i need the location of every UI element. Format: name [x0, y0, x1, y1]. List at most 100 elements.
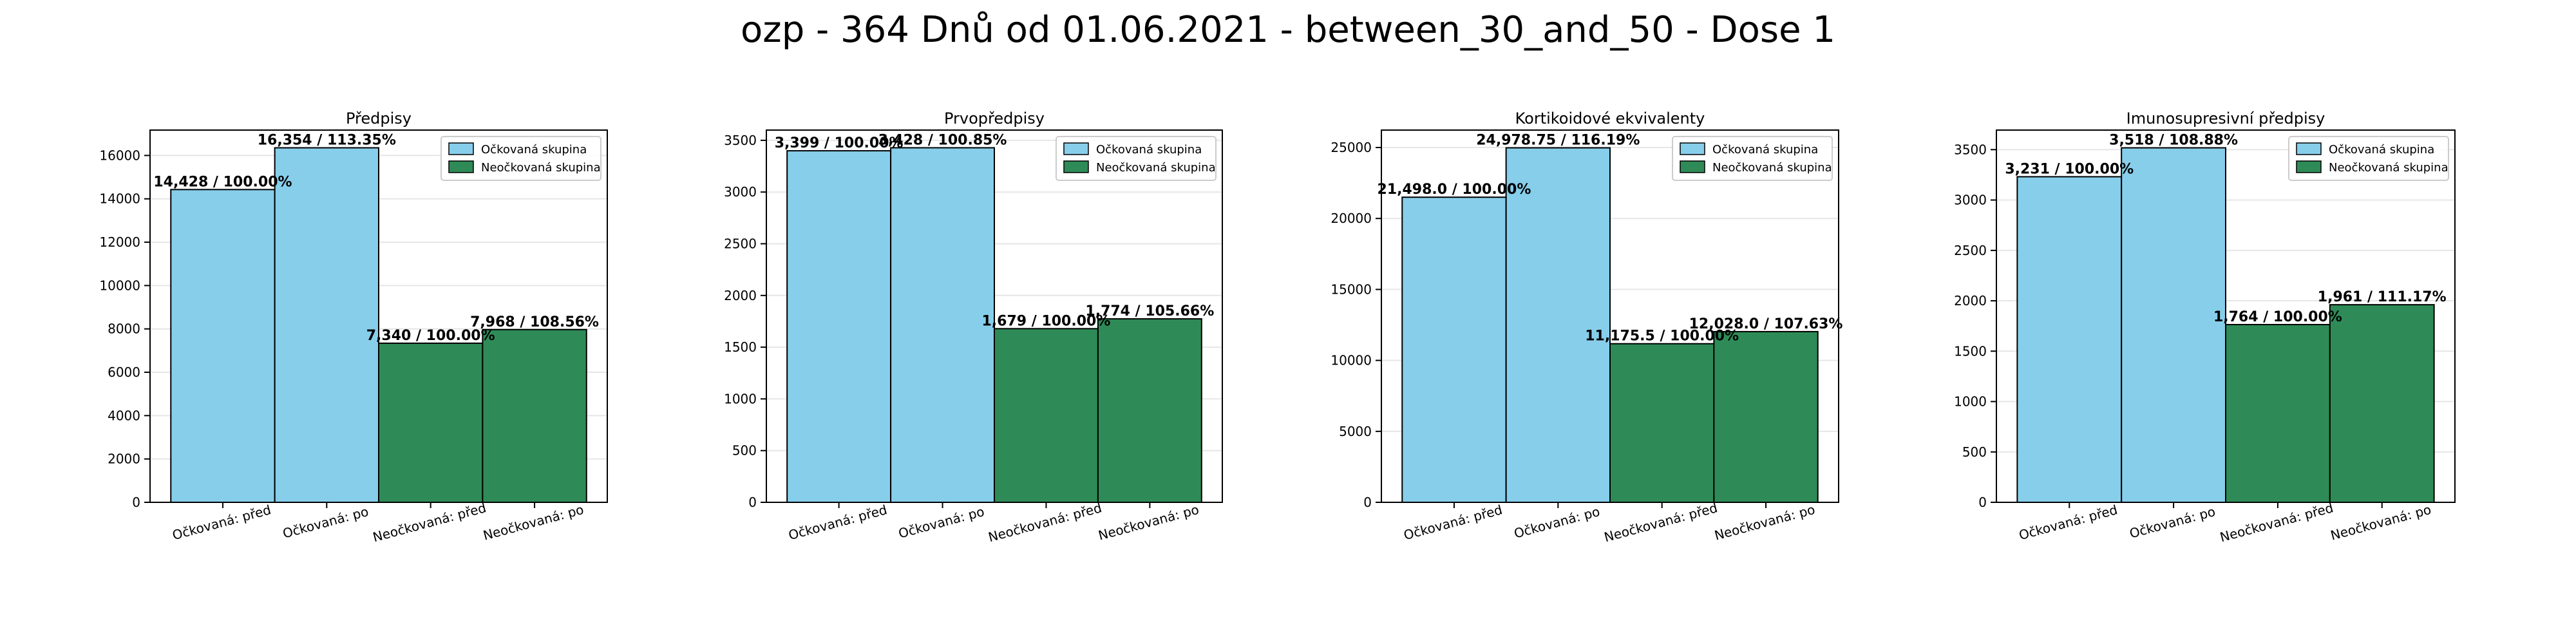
bar	[2329, 304, 2435, 503]
chart-title: Kortikoidové ekvivalenty	[1515, 109, 1705, 128]
data-label: 1,774 / 105.66%	[1085, 303, 1214, 319]
data-label: 1,764 / 100.00%	[2213, 309, 2342, 325]
y-tick-label: 1500	[724, 339, 757, 355]
y-tick-label: 500	[1962, 444, 1987, 460]
x-tick-label: Očkovaná: po	[897, 504, 986, 542]
bar	[1505, 147, 1611, 503]
data-label: 7,340 / 100.00%	[366, 328, 495, 344]
legend-label: Neočkovaná skupina	[481, 161, 601, 175]
axes-frame	[1996, 129, 2456, 503]
y-tick-label: 2500	[1954, 243, 1987, 258]
legend-label: Neočkovaná skupina	[2329, 161, 2448, 175]
bar	[378, 342, 484, 504]
bar	[1609, 343, 1715, 503]
y-tick-label: 0	[132, 495, 140, 510]
legend-swatch	[1063, 142, 1089, 155]
data-label: 16,354 / 113.35%	[258, 133, 396, 149]
y-tick-label: 6000	[108, 365, 140, 380]
bar	[1097, 318, 1202, 503]
legend-label: Očkovaná skupina	[1096, 143, 1202, 156]
y-tick-label: 12000	[99, 234, 140, 250]
data-label: 1,961 / 111.17%	[2318, 289, 2447, 305]
bar	[482, 328, 587, 503]
x-tick-label: Neočkovaná: před	[2218, 500, 2334, 545]
x-tick-label: Očkovaná: před	[787, 502, 889, 543]
legend-swatch	[448, 142, 474, 155]
legend-box	[440, 136, 601, 181]
y-tick-label: 1000	[1954, 394, 1987, 410]
y-tick-label: 0	[1363, 495, 1372, 510]
chart-title: Imunosupresivní předpisy	[2126, 109, 2325, 128]
bar	[1713, 330, 1819, 503]
chart-title: Prvopředpisy	[944, 109, 1045, 128]
y-tick-label: 1000	[724, 391, 757, 406]
data-label: 11,175.5 / 100.00%	[1585, 328, 1739, 345]
legend-label: Očkovaná skupina	[481, 143, 587, 156]
axes-frame	[1381, 129, 1839, 503]
y-tick-label: 10000	[99, 278, 140, 293]
chart-2: 0 500 1000 1500 2000 2500 3000 3500 Očkovaná: př…	[724, 109, 1223, 545]
y-tick-label: 2000	[1954, 293, 1987, 308]
data-label: 3,518 / 108.88%	[2109, 133, 2238, 149]
legend-box	[1672, 136, 1833, 181]
x-tick-label: Neočkovaná: před	[371, 500, 488, 545]
bar	[2225, 323, 2331, 503]
chart-title: Předpisy	[346, 109, 412, 128]
y-tick-label: 2000	[724, 288, 757, 303]
axes-frame	[766, 129, 1223, 503]
data-label: 3,428 / 100.85%	[878, 132, 1007, 148]
legend-swatch	[1680, 160, 1705, 173]
legend-label: Očkovaná skupina	[1712, 143, 1818, 156]
y-tick-label: 16000	[99, 147, 140, 163]
y-tick-label: 3500	[1954, 142, 1987, 157]
data-label: 7,968 / 108.56%	[470, 314, 599, 330]
y-tick-label: 25000	[1331, 140, 1372, 155]
data-label: 12,028.0 / 107.63%	[1689, 316, 1843, 332]
legend-label: Neočkovaná skupina	[1096, 161, 1216, 175]
legend-box	[2288, 136, 2449, 181]
y-tick-label: 20000	[1331, 211, 1372, 226]
y-tick-label: 15000	[1331, 281, 1372, 297]
x-tick-label: Očkovaná: po	[281, 504, 370, 542]
y-tick-label: 5000	[1339, 424, 1372, 439]
legend-box	[1056, 136, 1217, 181]
legend-label: Očkovaná skupina	[2329, 143, 2434, 156]
y-tick-label: 2000	[108, 451, 140, 467]
x-tick-label: Očkovaná: po	[2128, 504, 2217, 542]
bar	[170, 189, 276, 503]
data-label: 24,978.75 / 116.19%	[1476, 133, 1640, 149]
data-label: 1,679 / 100.00%	[982, 313, 1111, 329]
y-tick-label: 0	[1978, 495, 1987, 510]
x-tick-label: Očkovaná: po	[1512, 504, 1601, 542]
x-tick-label: Neočkovaná: po	[1713, 502, 1817, 544]
bar	[786, 150, 892, 503]
y-tick-label: 3000	[1954, 193, 1987, 208]
chart-1: 0 2000 4000 6000 8000 10000 12000 14000 16000 Očk…	[99, 109, 608, 545]
bar	[2016, 176, 2123, 503]
data-label: 3,231 / 100.00%	[2005, 161, 2134, 177]
y-tick-label: 3500	[724, 133, 757, 148]
legend-label: Neočkovaná skupina	[1712, 161, 1832, 175]
y-tick-label: 3000	[724, 184, 757, 200]
x-tick-label: Očkovaná: před	[1402, 502, 1504, 543]
y-tick-label: 500	[732, 443, 757, 459]
data-label: 21,498.0 / 100.00%	[1378, 182, 1531, 198]
y-tick-label: 14000	[99, 191, 140, 207]
chart-4: 0 500 1000 1500 2000 2500 3000 3500 Očkovaná: př…	[1954, 109, 2456, 545]
x-tick-label: Neočkovaná: po	[482, 502, 585, 544]
y-tick-label: 2500	[724, 236, 757, 251]
legend-swatch	[448, 160, 474, 173]
y-tick-label: 0	[748, 495, 757, 510]
data-label: 14,428 / 100.00%	[153, 174, 292, 190]
legend-swatch	[1063, 160, 1089, 173]
x-tick-label: Neočkovaná: před	[1602, 500, 1719, 545]
figure-title: ozp - 364 Dnů od 01.06.2021 - between_30…	[741, 9, 1835, 51]
y-tick-label: 8000	[108, 321, 140, 337]
x-tick-label: Neočkovaná: po	[2329, 502, 2432, 544]
bar	[994, 328, 1099, 503]
x-tick-label: Očkovaná: před	[2017, 502, 2119, 543]
legend-swatch	[1680, 142, 1705, 155]
bar	[274, 147, 379, 504]
